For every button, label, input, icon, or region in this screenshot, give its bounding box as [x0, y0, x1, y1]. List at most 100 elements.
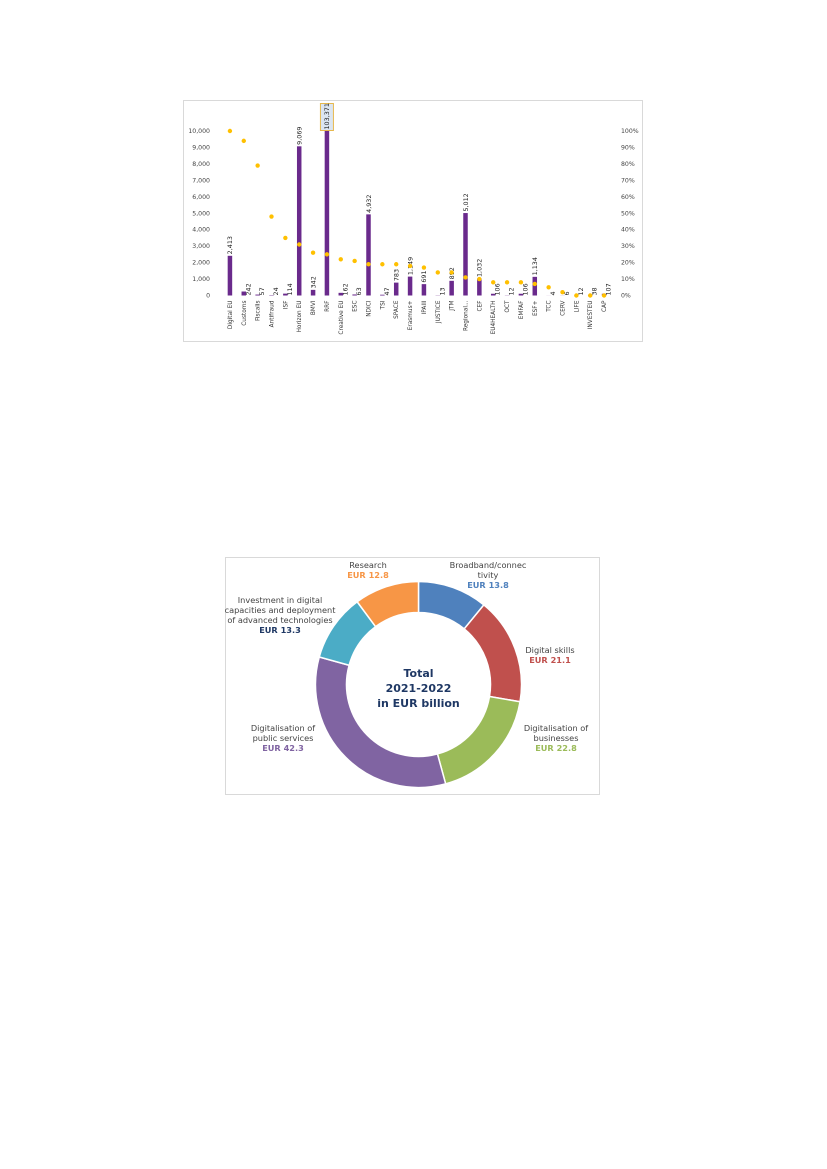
- bar: [463, 213, 468, 296]
- donut-center-text: in EUR billion: [377, 697, 460, 710]
- bar: [407, 276, 413, 296]
- y-tick-label: 9,000: [192, 144, 210, 151]
- bar-value-label: 47: [383, 287, 391, 295]
- bar-value-label: 6: [563, 291, 571, 295]
- bar-value-label: 38: [591, 287, 599, 295]
- bar: [449, 280, 454, 296]
- y-tick-label: 4,000: [192, 227, 210, 234]
- category-label: BMVI: [311, 300, 317, 315]
- category-label: JUSTICE: [436, 300, 442, 324]
- category-label: Customs: [242, 301, 248, 326]
- share-point: [421, 265, 427, 270]
- category-label: Regional...: [464, 300, 470, 331]
- category-label: ESC: [353, 301, 359, 312]
- y2-tick-label: 80%: [621, 161, 635, 168]
- y-tick-label: 1,000: [192, 276, 210, 283]
- category-label: Digital EU: [228, 301, 234, 330]
- category-label: TCC: [547, 301, 553, 313]
- bar-value-label: 114: [286, 283, 294, 295]
- bar-value-label: 24: [272, 287, 280, 295]
- bar: [227, 255, 233, 296]
- y2-tick-label: 0%: [621, 293, 631, 300]
- donut-center-text: Total: [403, 667, 433, 680]
- bar-chart-svg: 0 1,000 2,000 3,000 4,000 5,000 6,000 7,000 8,00…: [183, 100, 643, 342]
- y2-tick-label: 20%: [621, 260, 635, 267]
- donut-slice-value: EUR 12.8: [347, 570, 389, 580]
- donut-slice-label: Digitalisation of: [251, 723, 316, 733]
- donut-slice-label: Investment in digital: [238, 595, 323, 605]
- bar-value-label: 4: [549, 291, 557, 295]
- donut-slice-label: public services: [253, 733, 314, 743]
- y2-tick-label: 100%: [621, 128, 639, 135]
- bar-value-label: 57: [258, 287, 266, 295]
- category-label: LIFE: [574, 300, 580, 312]
- bar-value-label: 5,012: [462, 193, 470, 211]
- y-tick-label: 5,000: [192, 210, 210, 217]
- category-label: JTM: [450, 301, 456, 312]
- bar: [338, 292, 344, 296]
- bar: [255, 294, 260, 296]
- bar-value-label: 106: [494, 283, 502, 295]
- bar-value-label: 12: [508, 287, 516, 295]
- bar-value-label: 103,371: [323, 103, 331, 129]
- donut-slice-value: EUR 13.8: [467, 580, 509, 590]
- y-tick-label: 6,000: [192, 194, 210, 201]
- donut-slice-label: businesses: [534, 733, 579, 743]
- category-label: CAP: [602, 300, 608, 312]
- share-point: [532, 281, 537, 287]
- category-label: TSI: [380, 300, 386, 310]
- y-tick-label: 7,000: [192, 177, 210, 184]
- bar-value-label: 106: [521, 283, 529, 295]
- category-label: CERV: [561, 300, 567, 315]
- bar-value-label: 242: [244, 283, 252, 295]
- category-label: RRF: [325, 301, 331, 312]
- donut-slice-label: Digital skills: [525, 645, 574, 655]
- bar: [241, 291, 247, 296]
- y2-tick-label: 50%: [621, 210, 635, 217]
- bar: [296, 146, 302, 296]
- category-label: INVESTEU: [588, 301, 594, 330]
- bar: [366, 214, 371, 296]
- share-point: [255, 163, 260, 168]
- share-point: [324, 252, 330, 257]
- donut-slice-value: EUR 13.3: [259, 625, 301, 635]
- y2-tick-label: 90%: [621, 144, 635, 151]
- share-point: [227, 128, 233, 134]
- bar: [324, 131, 330, 296]
- bar: [477, 278, 482, 296]
- share-point: [394, 262, 399, 267]
- y-tick-label: 0: [206, 293, 210, 300]
- share-point: [310, 250, 316, 255]
- y2-tick-label: 40%: [621, 227, 635, 234]
- chart-frame: [183, 100, 643, 342]
- bar-value-label: 13: [438, 287, 446, 295]
- bar: [518, 293, 524, 296]
- y-tick-label: 10,000: [188, 128, 210, 135]
- share-point: [518, 280, 524, 285]
- donut-chart-svg: Total 2021-2022 in EUR billion Broadband/co…: [225, 557, 600, 795]
- share-point: [407, 263, 413, 269]
- y2-tick-label: 30%: [621, 243, 635, 250]
- bar: [393, 282, 399, 296]
- category-label: Erasmus+: [408, 300, 414, 330]
- share-point: [601, 293, 607, 298]
- bar: [421, 284, 427, 296]
- bar-value-label: 691: [420, 270, 428, 282]
- share-point: [269, 214, 274, 219]
- share-point: [297, 242, 302, 247]
- category-label: Horizon EU: [297, 301, 303, 333]
- category-label: ESF+: [533, 300, 539, 316]
- bar-value-label: 1,134: [531, 257, 539, 275]
- y2-tick-label: 10%: [621, 276, 635, 283]
- share-point: [504, 280, 510, 285]
- share-point: [588, 293, 593, 298]
- share-point: [463, 275, 468, 280]
- share-point: [477, 276, 482, 282]
- category-label: EMFAF: [519, 301, 525, 320]
- donut-slice-label: Broadband/connec: [450, 560, 527, 570]
- y2-tick-label: 70%: [621, 177, 635, 184]
- category-label: IPAIII: [422, 300, 428, 314]
- category-label: NDICI: [367, 300, 373, 317]
- share-point: [491, 280, 496, 285]
- bar: [310, 289, 316, 296]
